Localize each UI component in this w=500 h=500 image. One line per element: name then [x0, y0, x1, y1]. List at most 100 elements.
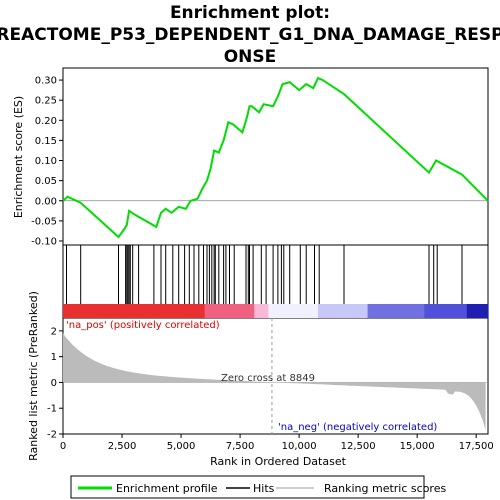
rank-color-segment [275, 304, 284, 318]
rank-color-segment [346, 304, 354, 318]
rank-color-segment [233, 304, 241, 318]
rank-color-segment [395, 304, 404, 318]
rank-color-segment [367, 304, 376, 318]
y-tick-label-es: 0.15 [35, 136, 57, 147]
x-tick-label: 0 [60, 441, 66, 452]
rank-color-segment [77, 304, 85, 318]
x-tick-label: 17,500 [459, 441, 494, 452]
es-plot-area [62, 76, 489, 239]
ranking-metric-area [63, 318, 488, 434]
rank-color-segment [261, 304, 269, 318]
axes: -0.10 -0.05 0.00 0.05 0.10 0.15 0.20 0.25 0.30 -2… [31, 76, 494, 452]
rank-color-segment [353, 304, 362, 318]
x-tick-label: 7,500 [226, 441, 255, 452]
y-tick-label-metric: 0 [51, 378, 57, 389]
y-tick-label-es: -0.05 [31, 216, 57, 227]
y-tick-label-es: 0.05 [35, 176, 57, 187]
rank-color-segment [360, 304, 369, 318]
rank-color-segment [162, 304, 170, 318]
legend-label-metric: Ranking metric scores [324, 482, 446, 495]
legend-box [70, 475, 425, 499]
y-tick-label-es: 0.20 [35, 116, 57, 127]
rank-color-segment [98, 304, 107, 318]
rank-color-segment [296, 304, 305, 318]
x-tick-label: 15,000 [400, 441, 435, 452]
y-axis-label-metric: Ranked list metric (PreRanked) [27, 291, 40, 461]
rank-color-segment [325, 304, 333, 318]
rank-color-segment [183, 304, 192, 318]
rank-color-segment [218, 304, 227, 318]
rank-color-segment [133, 304, 142, 318]
rank-color-segment [70, 304, 78, 318]
rank-color-segment [225, 304, 234, 318]
rank-color-bar [63, 304, 489, 318]
chart-title-line-2: REACTOME_P53_DEPENDENT_G1_DNA_DAMAGE_RES… [0, 25, 500, 45]
rank-color-segment [63, 304, 71, 318]
y-tick-label-es: 0.10 [35, 156, 57, 167]
chart-title-line-3: ONSE [224, 47, 277, 67]
chart-title-line-1: Enrichment plot: [170, 3, 330, 23]
y-tick-label-metric: -1 [47, 404, 57, 415]
legend-label-enrichment: Enrichment profile [116, 482, 218, 495]
rank-color-segment [332, 304, 340, 318]
rank-color-segment [431, 304, 439, 318]
rank-color-segment [381, 304, 390, 318]
rank-color-segment [176, 304, 184, 318]
rank-color-segment [254, 304, 262, 318]
legend-label-hits: Hits [253, 482, 275, 495]
rank-color-segment [282, 304, 291, 318]
rank-color-segment [424, 304, 432, 318]
rank-color-segment [211, 304, 220, 318]
rank-color-segment [473, 304, 482, 318]
rank-color-segment [105, 304, 114, 318]
y-tick-label-metric: 1 [51, 352, 57, 363]
y-tick-label-es: 0.00 [35, 196, 57, 207]
x-tick-label: 2,500 [108, 441, 137, 452]
rank-color-segment [410, 304, 418, 318]
rank-color-segment [417, 304, 425, 318]
x-tick-label: 12,500 [341, 441, 376, 452]
hit-marks [66, 245, 463, 304]
rank-color-segment [303, 304, 312, 318]
ranking-metric-fill [63, 333, 486, 431]
rank-color-segment [119, 304, 128, 318]
rank-color-segment [148, 304, 156, 318]
pos-correlated-label: 'na_pos' (positively correlated) [66, 320, 220, 331]
rank-color-segment [169, 304, 177, 318]
x-tick-label: 5,000 [167, 441, 196, 452]
rank-color-segment [140, 304, 149, 318]
y-tick-label-metric: -2 [47, 430, 57, 441]
rank-color-segment [388, 304, 397, 318]
y-axis-label-es: Enrichment score (ES) [12, 96, 25, 218]
rank-color-segment [445, 304, 454, 318]
zero-cross-label: Zero cross at 8849 [221, 373, 315, 384]
es-panel-frame [62, 67, 489, 246]
rank-color-segment [155, 304, 163, 318]
rank-color-segment [190, 304, 199, 318]
y-tick-label-es: 0.30 [35, 76, 57, 87]
rank-color-segment [339, 304, 347, 318]
rank-color-segment [240, 304, 248, 318]
rank-color-segment [438, 304, 447, 318]
rank-color-segment [204, 304, 213, 318]
rank-color-segment [480, 304, 489, 318]
rank-color-segment [84, 304, 92, 318]
rank-color-segment [247, 304, 255, 318]
rank-color-segment [197, 304, 206, 318]
rank-color-segment [318, 304, 326, 318]
y-tick-label-es: 0.25 [35, 96, 57, 107]
rank-color-segment [452, 304, 461, 318]
rank-color-segment [268, 304, 277, 318]
x-tick-label: 10,000 [282, 441, 317, 452]
x-axis-label: Rank in Ordered Dataset [210, 455, 347, 468]
enrichment-profile-line [62, 76, 489, 239]
rank-color-segment [126, 304, 135, 318]
neg-correlated-label: 'na_neg' (negatively correlated) [278, 422, 437, 433]
rank-color-segment [91, 304, 99, 318]
rank-color-segment [374, 304, 383, 318]
rank-color-segment [459, 304, 468, 318]
rank-color-segment [403, 304, 411, 318]
y-tick-label-es: -0.10 [31, 236, 57, 247]
rank-color-segment [289, 304, 298, 318]
